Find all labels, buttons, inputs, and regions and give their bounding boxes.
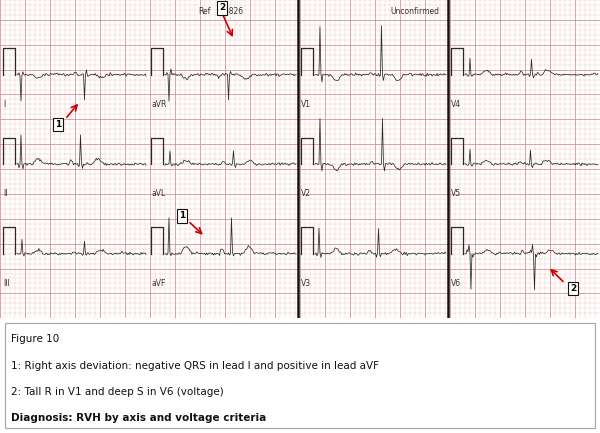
Text: III: III	[3, 279, 10, 288]
Text: Unconfirmed: Unconfirmed	[390, 7, 439, 16]
FancyBboxPatch shape	[5, 323, 595, 428]
Text: V4: V4	[451, 100, 461, 109]
Text: V2: V2	[301, 189, 311, 198]
Text: 2: 2	[219, 3, 225, 13]
Text: 1: 1	[55, 120, 61, 129]
Text: 1: Right axis deviation: negative QRS in lead I and positive in lead aVF: 1: Right axis deviation: negative QRS in…	[11, 362, 379, 372]
Text: 06826: 06826	[220, 7, 244, 16]
Text: 1: 1	[179, 211, 185, 220]
Text: V3: V3	[301, 279, 311, 288]
Text: Diagnosis: RVH by axis and voltage criteria: Diagnosis: RVH by axis and voltage crite…	[11, 413, 266, 423]
Text: 2: Tall R in V1 and deep S in V6 (voltage): 2: Tall R in V1 and deep S in V6 (voltag…	[11, 387, 224, 397]
Text: aVF: aVF	[151, 279, 166, 288]
Text: 2: 2	[570, 284, 576, 293]
Text: V1: V1	[301, 100, 311, 109]
Text: Ref: Ref	[198, 7, 211, 16]
Text: V6: V6	[451, 279, 461, 288]
Text: aVR: aVR	[151, 100, 166, 109]
Text: I: I	[3, 100, 5, 109]
Text: II: II	[3, 189, 7, 198]
Text: V5: V5	[451, 189, 461, 198]
Text: aVL: aVL	[151, 189, 165, 198]
Text: Figure 10: Figure 10	[11, 334, 59, 344]
